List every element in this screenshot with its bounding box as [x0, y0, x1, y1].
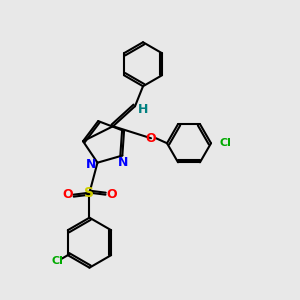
Text: N: N: [86, 158, 97, 171]
Text: O: O: [146, 132, 156, 145]
Text: Cl: Cl: [52, 256, 63, 266]
Text: H: H: [138, 103, 148, 116]
Text: O: O: [106, 188, 117, 201]
Text: S: S: [85, 186, 94, 200]
Text: Cl: Cl: [219, 138, 231, 148]
Text: O: O: [62, 188, 73, 201]
Text: N: N: [118, 156, 128, 169]
